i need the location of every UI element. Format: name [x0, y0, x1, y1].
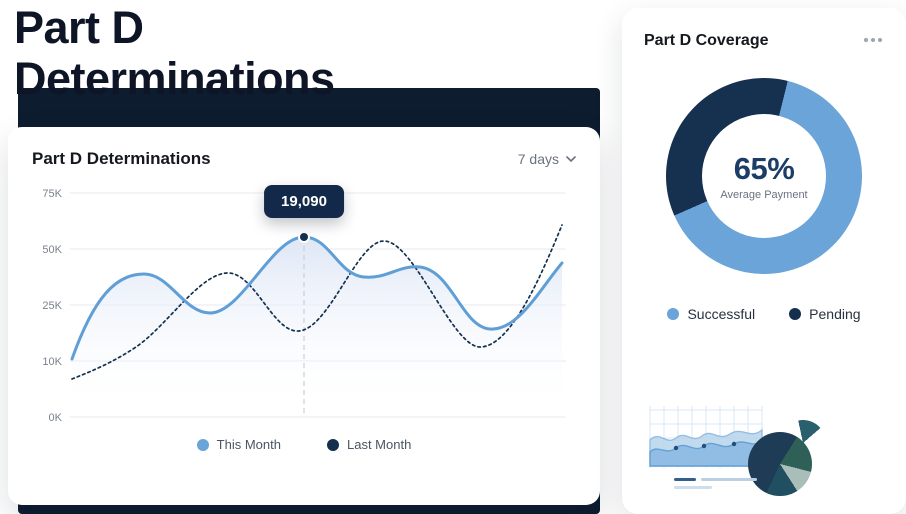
coverage-legend: Successful Pending	[644, 306, 884, 322]
pending-dot-icon	[789, 308, 802, 320]
chevron-down-icon	[566, 156, 576, 162]
mini-pie-wedge-icon	[780, 420, 826, 466]
determinations-card-title: Part D Determinations	[32, 149, 211, 168]
donut-center-value: 65%	[733, 151, 795, 186]
more-options-icon[interactable]	[862, 32, 884, 48]
this-month-dot-icon	[196, 438, 209, 451]
legend-item-successful: Successful	[667, 306, 755, 322]
determinations-card-header: Part D Determinations 7 days	[32, 149, 576, 169]
last-month-dot-icon	[326, 438, 339, 451]
y-axis-tick: 75K	[42, 188, 62, 200]
determinations-card: Part D Determinations 7 days	[8, 127, 600, 505]
mini-text-lines	[674, 478, 757, 489]
this-month-area	[72, 237, 562, 417]
this-month-label: This Month	[216, 437, 281, 452]
last-month-line	[71, 224, 563, 380]
chart-tooltip: 19,090	[264, 185, 344, 218]
page-title-line1: Part D	[14, 2, 144, 53]
legend-item-last-month: Last Month	[326, 437, 412, 452]
determinations-legend: This Month Last Month	[32, 437, 576, 452]
page-title-line2: Determinations	[14, 53, 335, 105]
mini-area-chart-icon	[649, 406, 763, 468]
decorative-charts-illustration	[642, 402, 862, 506]
y-axis-tick: 50K	[42, 244, 62, 256]
chart-tooltip-value: 19,090	[281, 193, 327, 210]
legend-item-pending: Pending	[789, 306, 861, 322]
this-month-line	[70, 235, 564, 361]
successful-label: Successful	[687, 306, 756, 322]
donut-center: 65% Average Payment	[702, 114, 826, 238]
coverage-card-header: Part D Coverage	[644, 32, 884, 50]
date-range-selector[interactable]: 7 days	[518, 151, 576, 167]
highlight-point[interactable]	[298, 231, 310, 243]
y-axis-tick: 25K	[42, 300, 62, 312]
coverage-card-title: Part D Coverage	[644, 32, 769, 49]
date-range-label: 7 days	[517, 151, 559, 167]
pending-label: Pending	[809, 306, 861, 322]
successful-dot-icon	[667, 308, 680, 320]
line-chart-canvas: 75K 50K 25K 10K 0K	[42, 188, 566, 424]
determinations-chart[interactable]: 75K 50K 25K 10K 0K 19,090	[32, 179, 576, 433]
y-axis-ticks: 75K 50K 25K 10K 0K	[42, 188, 62, 424]
y-axis-tick: 10K	[42, 356, 62, 368]
donut-center-label: Average Payment	[720, 189, 808, 201]
legend-item-this-month: This Month	[196, 437, 281, 452]
coverage-donut-chart: 65% Average Payment	[666, 78, 862, 274]
page-title: Part D Determinations	[14, 2, 335, 105]
last-month-label: Last Month	[346, 437, 412, 452]
y-axis-tick: 0K	[49, 412, 63, 424]
coverage-card: Part D Coverage 65% Average Payment Succ…	[622, 8, 906, 514]
